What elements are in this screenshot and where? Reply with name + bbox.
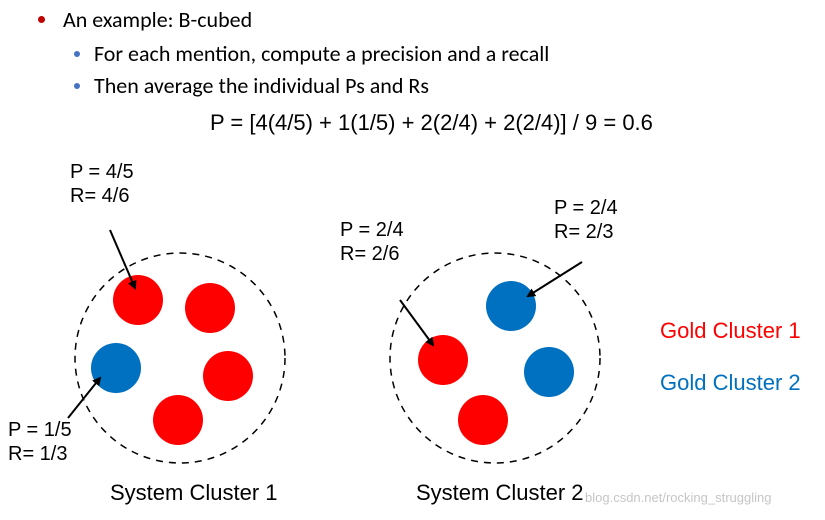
cluster-diagram xyxy=(0,0,825,520)
mention-dot xyxy=(113,275,163,325)
mention-dot xyxy=(153,395,203,445)
mention-dot xyxy=(524,347,574,397)
annotation-arrow xyxy=(68,378,100,418)
mention-dot xyxy=(418,335,468,385)
mention-dot xyxy=(185,283,235,333)
mention-dot xyxy=(203,351,253,401)
mention-dot xyxy=(458,395,508,445)
mention-dot xyxy=(91,343,141,393)
mention-dot xyxy=(486,281,536,331)
annotation-arrow xyxy=(110,230,135,288)
annotation-arrow xyxy=(528,262,582,296)
annotation-arrow xyxy=(400,300,433,345)
